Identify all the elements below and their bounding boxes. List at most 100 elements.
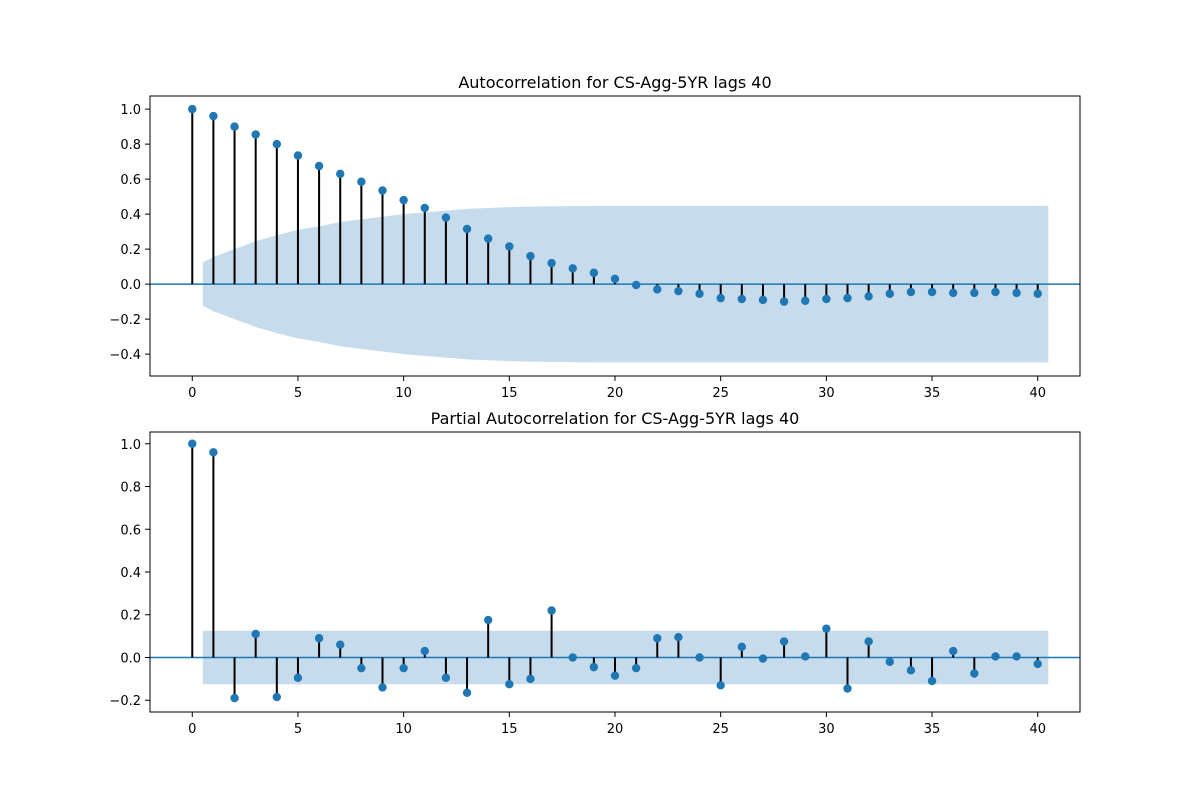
acf-y-tick-label: 1.0 [120,103,141,118]
acf-point-lag-27 [758,295,768,305]
pacf-point-lag-0 [188,439,197,448]
pacf-y-tick-label: 0.6 [120,523,141,538]
pacf-point-lag-17 [547,606,556,615]
pacf-y-tick-label: 1.0 [120,438,141,453]
pacf-x-axis: 0 5 10 15 20 25 30 35 40 [188,712,1046,737]
acf-point-lag-8 [357,177,366,186]
pacf-point-lag-32 [864,637,873,646]
pacf-point-lag-15 [505,680,514,689]
acf-y-tick-label: 0.6 [120,173,141,188]
acf-point-lag-36 [948,288,958,298]
pacf-x-tick-label: 10 [395,722,412,737]
acf-point-lag-4 [272,139,282,149]
acf-point-lag-6 [314,161,324,171]
acf-panel: Autocorrelation for CS-Agg-5YR lags 40 0… [109,73,1081,401]
acf-point-lag-39 [1012,288,1021,298]
acf-point-lag-24 [695,289,704,298]
pacf-x-tick-label: 0 [188,722,196,737]
acf-point-lag-28 [779,297,789,306]
acf-point-lag-26 [737,294,747,304]
acf-point-lag-3 [251,130,260,139]
acf-point-lag-37 [970,288,979,298]
acf-point-lag-19 [589,268,599,277]
pacf-point-lag-10 [399,663,408,673]
acf-point-lag-2 [230,122,239,131]
acf-point-lag-32 [864,292,873,301]
acf-point-lag-21 [631,280,641,290]
pacf-point-lag-30 [822,624,831,633]
pacf-point-lag-38 [991,652,1000,661]
pacf-point-lag-35 [927,676,937,686]
acf-x-tick-label: 10 [395,386,412,401]
acf-y-tick-label: 0.8 [120,138,141,153]
acf-point-lag-0 [188,104,197,114]
acf-point-lag-11 [420,203,429,213]
pacf-point-lag-34 [906,666,916,675]
acf-point-lag-12 [441,213,451,222]
pacf-point-lag-2 [230,693,239,703]
pacf-point-lag-16 [526,674,535,684]
acf-y-tick-label: 0.4 [120,208,141,223]
pacf-x-tick-label: 40 [1029,722,1046,737]
pacf-point-lag-19 [589,662,599,672]
acf-point-lag-33 [885,289,894,298]
pacf-point-lag-23 [674,632,683,642]
pacf-point-lag-36 [948,646,958,656]
acf-point-lag-40 [1033,289,1042,298]
acf-point-lag-10 [399,195,408,205]
pacf-title: Partial Autocorrelation for CS-Agg-5YR l… [431,409,800,428]
pacf-point-lag-24 [695,653,704,662]
pacf-point-lag-37 [970,669,979,678]
acf-point-lag-23 [674,286,683,296]
pacf-y-tick-label: −0.2 [109,694,141,709]
acf-markers [188,104,1042,306]
pacf-point-lag-9 [378,683,387,692]
pacf-point-lag-18 [568,653,577,662]
acf-x-tick-label: 25 [712,386,729,401]
pacf-point-lag-7 [336,640,345,649]
acf-point-lag-1 [209,111,218,121]
pacf-point-lag-4 [272,692,282,702]
pacf-point-lag-28 [779,637,789,646]
pacf-y-tick-label: 0.4 [120,566,141,581]
pacf-x-tick-label: 5 [294,722,302,737]
acf-x-axis: 0 5 10 15 20 25 30 35 40 [188,376,1046,401]
pacf-point-lag-14 [483,615,493,625]
acf-x-tick-label: 35 [924,386,941,401]
acf-x-tick-label: 5 [294,386,302,401]
pacf-x-tick-label: 20 [607,722,624,737]
pacf-point-lag-39 [1012,652,1021,661]
acf-x-tick-label: 20 [607,386,624,401]
acf-y-tick-label: 0.0 [120,278,141,293]
acf-point-lag-17 [547,258,556,268]
acf-point-lag-38 [991,287,1000,297]
acf-y-tick-label: −0.4 [109,348,141,363]
pacf-panel: Partial Autocorrelation for CS-Agg-5YR l… [109,409,1081,737]
acf-y-tick-label: 0.2 [120,243,141,258]
acf-point-lag-15 [505,242,514,251]
pacf-point-lag-13 [462,688,472,697]
acf-point-lag-29 [801,296,810,305]
pacf-markers [188,439,1042,703]
pacf-y-axis: −0.2 0.0 0.2 0.4 0.6 0.8 1.0 [109,438,150,709]
pacf-point-lag-40 [1033,659,1042,669]
pacf-y-tick-label: 0.2 [120,609,141,624]
acf-point-lag-20 [610,274,620,284]
acf-point-lag-16 [526,251,535,261]
pacf-x-tick-label: 25 [712,722,729,737]
pacf-y-tick-label: 0.8 [120,481,141,496]
acf-x-tick-label: 0 [188,386,196,401]
acf-point-lag-34 [906,287,916,297]
pacf-point-lag-11 [420,646,429,656]
acf-x-tick-label: 15 [501,386,518,401]
acf-point-lag-31 [843,293,852,303]
pacf-point-lag-1 [209,448,218,457]
acf-title: Autocorrelation for CS-Agg-5YR lags 40 [458,73,771,92]
pacf-point-lag-27 [758,654,768,663]
pacf-point-lag-31 [843,684,852,693]
acf-point-lag-22 [653,285,662,294]
acf-point-lag-9 [378,186,387,195]
acf-point-lag-13 [462,224,472,234]
acf-point-lag-18 [568,264,577,273]
